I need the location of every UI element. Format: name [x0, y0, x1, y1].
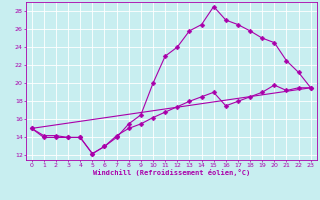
X-axis label: Windchill (Refroidissement éolien,°C): Windchill (Refroidissement éolien,°C) [92, 169, 250, 176]
